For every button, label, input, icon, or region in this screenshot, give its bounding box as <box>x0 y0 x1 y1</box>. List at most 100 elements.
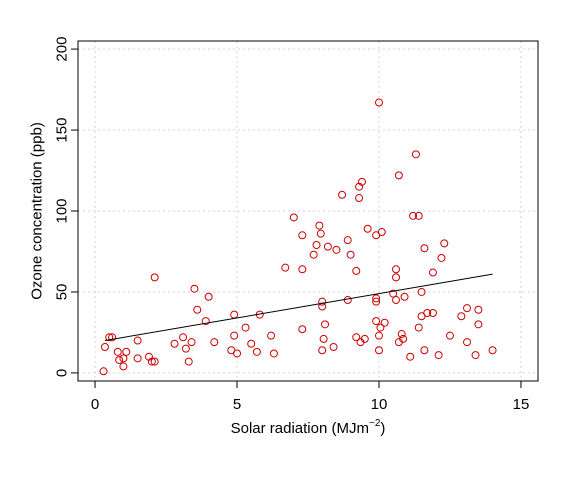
data-point <box>108 333 117 342</box>
data-point <box>281 263 290 272</box>
data-point <box>445 331 454 340</box>
data-points <box>99 98 497 376</box>
data-point <box>105 333 114 342</box>
y-tick-label: 150 <box>54 118 71 143</box>
data-point <box>170 339 179 348</box>
x-axis-title-superscript: −2 <box>369 418 381 429</box>
data-point <box>420 346 429 355</box>
data-point <box>434 351 443 360</box>
data-point <box>150 273 159 282</box>
data-point <box>414 323 423 332</box>
x-axis-title-main: Solar radiation (MJm <box>231 420 369 437</box>
data-point <box>241 323 250 332</box>
data-point <box>193 305 202 314</box>
data-point <box>400 292 409 301</box>
data-point <box>463 338 472 347</box>
data-point <box>352 333 361 342</box>
data-point <box>417 287 426 296</box>
data-point <box>184 357 193 366</box>
data-point <box>122 347 131 356</box>
data-point <box>147 357 156 366</box>
data-point <box>113 347 122 356</box>
y-tick-label: 0 <box>54 369 71 377</box>
y-axis: 0 50 100 150 200 <box>54 37 78 377</box>
data-point <box>289 213 298 222</box>
data-point <box>346 250 355 259</box>
y-tick-label: 100 <box>54 198 71 223</box>
data-point <box>457 312 466 321</box>
data-point <box>440 239 449 248</box>
trend-line <box>104 273 493 342</box>
data-point <box>392 296 401 305</box>
trend-line-layer <box>104 273 493 342</box>
data-point <box>360 334 369 343</box>
data-point <box>338 190 347 199</box>
data-point <box>269 349 278 358</box>
x-tick-label: 15 <box>513 396 530 413</box>
data-point <box>420 244 429 253</box>
data-point <box>312 241 321 249</box>
data-point <box>233 349 242 358</box>
data-point <box>414 211 423 220</box>
data-point <box>352 266 361 275</box>
data-point <box>409 211 418 220</box>
data-point <box>329 343 338 351</box>
data-point <box>119 354 128 363</box>
data-point <box>99 367 108 376</box>
y-tick-label: 200 <box>54 37 71 62</box>
data-point <box>100 343 109 351</box>
data-point <box>471 351 480 360</box>
data-point <box>374 331 383 340</box>
data-point <box>372 297 381 306</box>
data-point <box>372 317 381 326</box>
data-point <box>411 150 420 159</box>
data-point <box>332 245 341 254</box>
data-point <box>377 228 386 237</box>
data-point <box>323 242 332 251</box>
data-point <box>210 338 219 347</box>
grid-lines <box>78 41 538 381</box>
data-point <box>374 346 383 355</box>
data-point <box>133 336 142 345</box>
data-point <box>343 236 352 245</box>
data-point <box>181 344 190 353</box>
x-tick-label: 0 <box>91 396 99 413</box>
data-point <box>357 177 366 186</box>
data-point <box>150 357 159 366</box>
data-point <box>115 355 124 364</box>
data-point <box>406 352 415 361</box>
y-axis-title: Ozone concentration (ppb) <box>29 122 46 300</box>
data-point <box>392 265 401 274</box>
data-point <box>309 250 318 259</box>
data-point <box>474 305 483 314</box>
data-point <box>397 330 406 339</box>
x-axis: 0 5 10 15 <box>91 381 529 413</box>
data-point <box>267 331 276 340</box>
data-point <box>133 354 142 363</box>
data-point <box>343 296 352 305</box>
data-point <box>363 224 372 233</box>
data-point <box>437 253 446 262</box>
data-point <box>298 325 307 334</box>
data-point <box>298 231 307 240</box>
data-point <box>319 334 328 343</box>
data-point <box>428 309 437 317</box>
data-point <box>179 333 188 342</box>
data-point <box>376 323 385 332</box>
data-point <box>463 304 472 313</box>
data-point <box>374 98 383 107</box>
data-point <box>230 310 239 319</box>
data-point <box>389 289 398 298</box>
data-point <box>392 273 401 282</box>
x-tick-label: 10 <box>371 396 388 413</box>
data-point <box>372 294 381 303</box>
data-point <box>316 229 325 238</box>
x-axis-title-close: ) <box>380 420 385 437</box>
data-point <box>247 339 256 348</box>
data-point <box>423 309 432 317</box>
data-point <box>474 320 483 329</box>
data-point <box>190 284 199 293</box>
data-point <box>318 297 327 306</box>
data-point <box>321 320 330 329</box>
